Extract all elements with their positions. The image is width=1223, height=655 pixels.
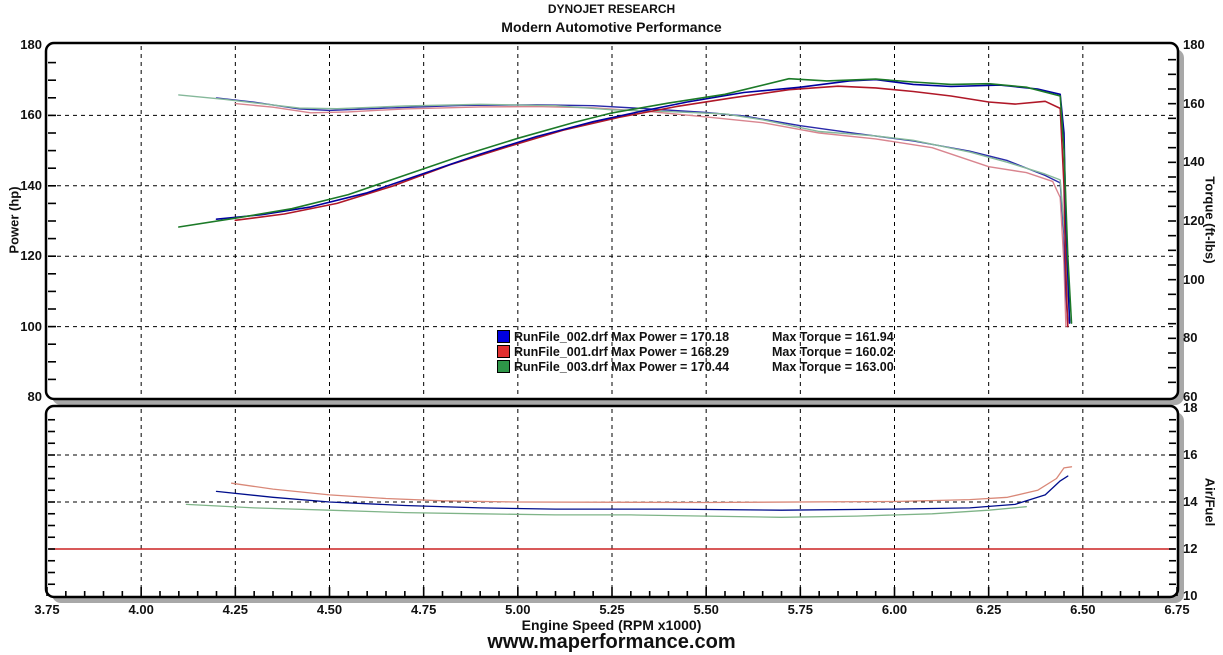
airfuel-tick-label: 14 [1183,494,1198,509]
legend-swatch-blue-icon [497,330,510,343]
airfuel-tick-label: 18 [1183,400,1198,415]
rpm-tick-label: 6.00 [881,602,908,617]
torque-tick-label: 140 [1183,154,1205,170]
rpm-tick-label: 6.75 [1164,602,1190,617]
power-runfile-002 [215,78,1071,324]
power-runfile-003 [178,77,1073,324]
rpm-tick-label: 5.00 [505,602,531,617]
legend-row: RunFile_001.drf Max Power = 168.29 Max T… [497,344,894,359]
rpm-tick-label: 4.75 [411,602,437,617]
legend-swatch-red-icon [497,345,510,358]
rpm-tick-label: 5.50 [693,602,719,617]
legend-run-power-label: RunFile_003.drf Max Power = 170.44 [514,359,730,374]
rpm-tick-label: 3.75 [34,602,60,617]
torque-runfile-002 [215,97,1069,325]
airfuel-tick-label: 10 [1183,588,1198,603]
airfuel-runfile-002 [215,475,1069,511]
rpm-tick-label: 5.75 [787,602,813,617]
airfuel-runfile-001 [230,466,1073,504]
legend-run-power-label: RunFile_002.drf Max Power = 170.18 [514,329,730,344]
airfuel-tick-label: 16 [1183,447,1198,462]
torque-tick-label: 80 [1183,330,1198,346]
torque-tick-label: 180 [1183,37,1205,52]
power-tick-label: 160 [20,107,42,123]
power-runfile-001 [234,85,1069,328]
power-tick-label: 140 [20,177,42,193]
legend-run-torque-label: Max Torque = 163.00 [772,359,894,374]
legend-swatch-green-icon [497,360,510,373]
legend-run-power-label: RunFile_001.drf Max Power = 168.29 [514,344,730,359]
power-tick-label: 80 [27,389,42,404]
rpm-tick-label: 6.25 [976,602,1002,617]
legend: RunFile_002.drf Max Power = 170.18 Max T… [497,329,894,374]
airfuel-axis-title: Air/Fuel [1202,477,1218,527]
rpm-tick-label: 6.50 [1070,602,1096,617]
report-header: DYNOJET RESEARCH [547,2,676,16]
legend-row: RunFile_002.drf Max Power = 170.18 Max T… [497,329,894,344]
torque-tick-label: 60 [1183,389,1198,404]
power-tick-label: 120 [20,248,42,264]
torque-tick-label: 160 [1183,95,1205,111]
power-axis-title: Power (hp) [6,186,22,254]
torque-tick-label: 120 [1183,213,1205,228]
airfuel-runfile-003 [185,503,1027,518]
torque-runfile-003 [178,94,1071,322]
torque-runfile-001 [234,102,1067,328]
rpm-tick-label: 4.50 [316,602,343,617]
rpm-tick-label: 5.25 [599,602,625,617]
torque-axis-title: Torque (ft-lbs) [1202,176,1218,264]
legend-run-torque-label: Max Torque = 160.02 [772,344,894,359]
xaxis-title: Engine Speed (RPM x1000) [521,617,702,633]
rpm-tick-label: 4.25 [222,602,248,617]
rpm-tick-label: 4.00 [128,602,154,617]
torque-tick-label: 100 [1183,271,1205,287]
power-tick-label: 180 [20,37,42,52]
airfuel-tick-label: 12 [1183,541,1198,556]
legend-row: RunFile_003.drf Max Power = 170.44 Max T… [497,359,894,374]
legend-run-torque-label: Max Torque = 161.94 [772,329,894,344]
website-link[interactable]: www.maperformance.com [487,631,736,653]
page-title: Modern Automotive Performance [501,19,722,35]
power-tick-label: 100 [20,318,42,334]
